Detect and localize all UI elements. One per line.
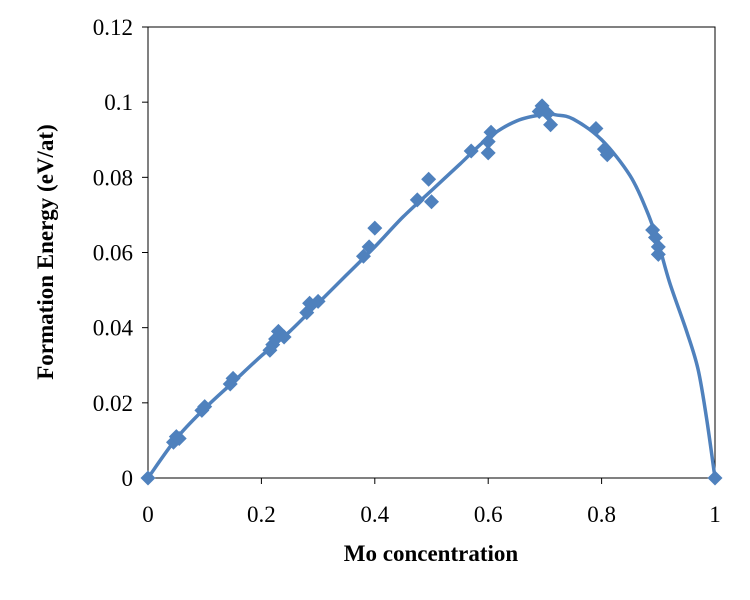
data-point xyxy=(540,105,556,121)
data-point xyxy=(367,220,383,236)
x-tick-label: 0.8 xyxy=(587,502,616,527)
data-point xyxy=(588,120,604,136)
y-tick-label: 0.04 xyxy=(93,316,134,341)
data-point xyxy=(225,370,241,386)
x-axis-tick-labels: 0 0.2 0.4 0.6 0.8 1 xyxy=(142,502,721,527)
data-points xyxy=(140,98,723,486)
y-tick-label: 0.06 xyxy=(93,241,133,266)
y-tick-label: 0.02 xyxy=(93,391,133,416)
data-point xyxy=(707,470,723,486)
data-point xyxy=(421,171,437,187)
x-tick-label: 0.6 xyxy=(474,502,503,527)
data-point xyxy=(424,194,439,210)
x-tick-label: 0.4 xyxy=(360,502,389,527)
y-axis-tick-labels: 0 0.02 0.04 0.06 0.08 0.1 0.12 xyxy=(93,15,134,491)
data-point xyxy=(650,239,666,255)
fit-curve xyxy=(146,112,717,480)
y-axis-ticks xyxy=(142,26,148,479)
data-point xyxy=(599,147,615,163)
data-point xyxy=(480,145,496,161)
x-tick-label: 0.2 xyxy=(247,502,276,527)
x-axis-ticks xyxy=(147,478,716,484)
y-tick-label: 0 xyxy=(122,466,134,491)
data-point xyxy=(197,399,213,415)
y-tick-label: 0.08 xyxy=(93,165,133,190)
data-point xyxy=(361,239,377,255)
x-axis-title: Mo concentration xyxy=(344,541,519,566)
data-point xyxy=(276,329,292,345)
x-tick-label: 0 xyxy=(142,502,154,527)
data-point xyxy=(463,143,479,159)
data-point xyxy=(171,431,187,447)
data-point xyxy=(409,192,425,208)
data-point xyxy=(543,117,559,133)
plot-area xyxy=(147,26,716,479)
y-tick-label: 0.1 xyxy=(104,90,133,115)
data-point xyxy=(650,246,666,262)
data-point xyxy=(355,248,371,264)
data-point xyxy=(483,124,499,140)
x-tick-label: 1 xyxy=(709,502,721,527)
y-axis-title: Formation Energy (eV/at) xyxy=(33,124,58,380)
data-point xyxy=(140,470,156,486)
data-point xyxy=(310,293,326,309)
y-tick-label: 0.12 xyxy=(93,15,133,40)
